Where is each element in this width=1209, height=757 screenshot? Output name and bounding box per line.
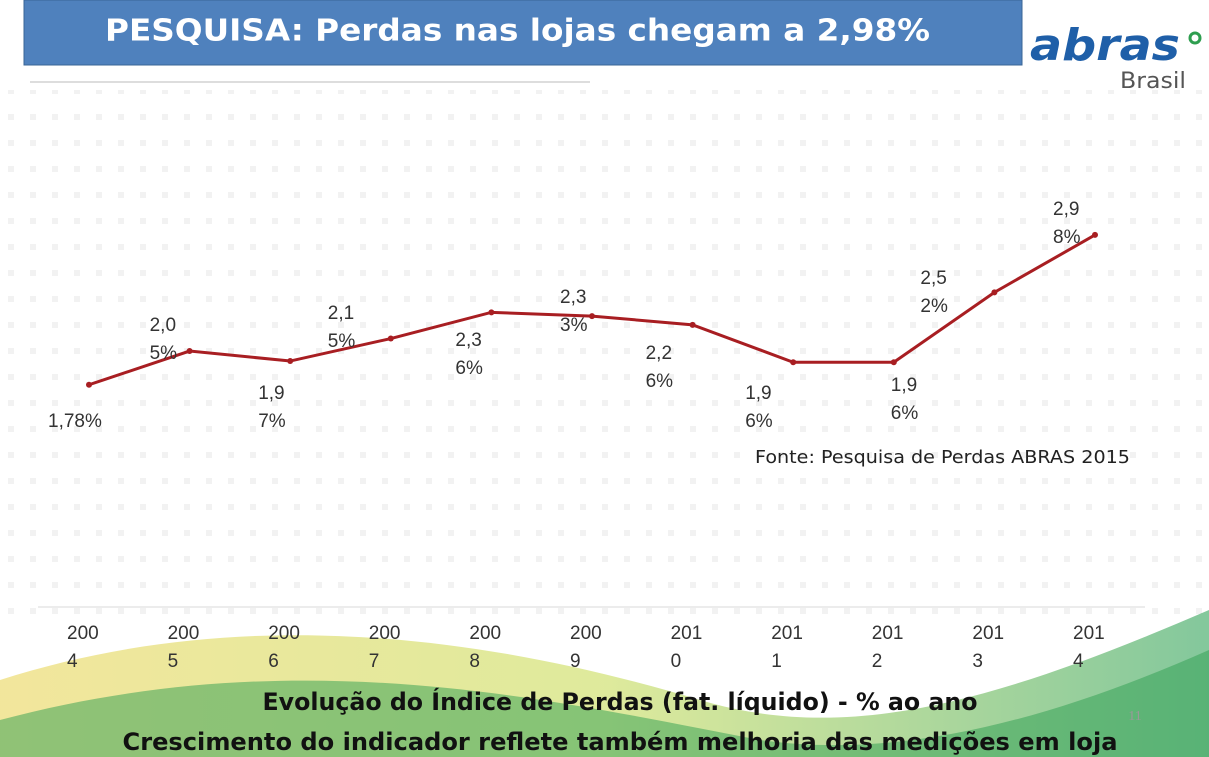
point (790, 359, 797, 366)
background-pattern (0, 90, 1209, 630)
value-label: 2,26% (645, 342, 674, 392)
subcaption: Crescimento do indicador reflete também … (123, 728, 1118, 756)
x-tick-label: 2014 (1073, 623, 1105, 672)
value-label: 1,96% (890, 375, 919, 425)
value-label: 2,05% (149, 315, 178, 365)
x-tick-label: 2005 (167, 623, 200, 672)
source: Fonte: Pesquisa de Perdas ABRAS 2015 (755, 447, 1130, 468)
value-label: 1,78% (48, 410, 102, 432)
x-tick-label: 2009 (570, 623, 602, 672)
x-tick-label: 2004 (67, 623, 99, 672)
value-label: 2,98% (1053, 198, 1081, 248)
page-number: 11 (1128, 709, 1141, 724)
caption: Evolução do Índice de Perdas (fat. líqui… (263, 687, 978, 716)
value-label: 1,97% (258, 383, 286, 433)
point (1092, 231, 1098, 238)
x-tick-label: 2012 (871, 623, 904, 672)
point (387, 335, 394, 342)
point (689, 321, 696, 328)
point (186, 348, 193, 355)
point (287, 358, 294, 365)
value-label: 2,15% (327, 302, 356, 352)
value-label: 1,96% (745, 383, 773, 433)
point (991, 289, 998, 296)
swoosh (0, 650, 1209, 757)
x-tick-label: 2011 (771, 623, 803, 672)
x-tick-label: 2006 (268, 623, 300, 672)
x-tick-label: 2013 (972, 623, 1005, 672)
logo-mark (1188, 31, 1202, 45)
value-label: 2,52% (920, 268, 948, 318)
value-label: 2,36% (455, 330, 483, 380)
point (86, 381, 92, 388)
point (488, 309, 495, 316)
point (589, 313, 595, 320)
value-label: 2,33% (560, 287, 588, 337)
logo-sub: Brasil (1120, 69, 1186, 94)
x-tick-label: 2010 (670, 623, 703, 672)
x-tick-label: 2008 (469, 623, 502, 672)
x-tick-label: 2007 (368, 623, 401, 672)
title: PESQUISA: Perdas nas lojas chegam a 2,98… (105, 14, 930, 49)
header-bar (23, 0, 1023, 66)
logo: abras (1030, 20, 1180, 71)
point (890, 359, 897, 366)
